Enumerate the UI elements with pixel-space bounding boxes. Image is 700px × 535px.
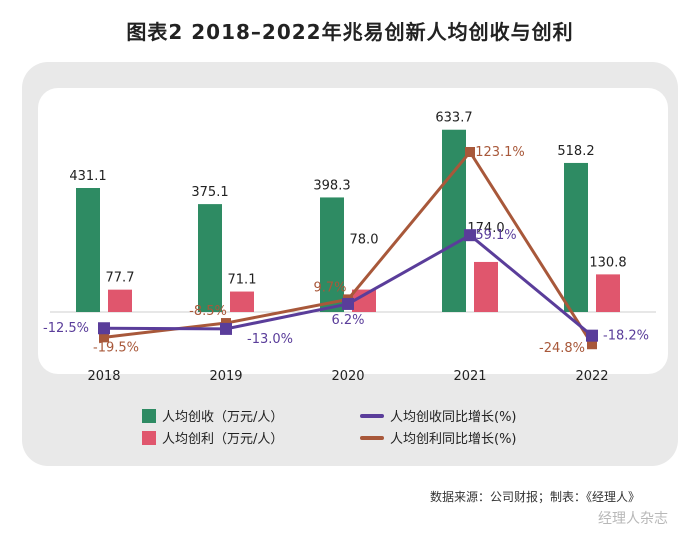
revenue-growth-label: -18.2%: [603, 329, 649, 344]
profit-bar: [230, 291, 254, 312]
revenue-growth-marker: [586, 329, 598, 342]
revenue-growth-label: 6.2%: [331, 313, 364, 328]
legend-revenue-growth-label: 人均创收同比增长(%): [390, 410, 517, 425]
profit-bar: [108, 289, 132, 312]
revenue-value-label: 375.1: [191, 185, 228, 200]
watermark: 经理人杂志: [598, 511, 668, 527]
revenue-bar: [564, 162, 588, 312]
legend-profit-growth-label: 人均创利同比增长(%): [390, 432, 517, 447]
revenue-growth-label: -13.0%: [247, 332, 293, 347]
profit-value-label: 174.0: [467, 221, 504, 236]
chart-panel-inner: [38, 88, 668, 374]
x-tick-label: 2021: [453, 369, 486, 384]
revenue-bar: [198, 204, 222, 312]
profit-growth-label: -19.5%: [93, 340, 139, 355]
profit-growth-marker: [465, 147, 475, 157]
legend-revenue-growth-swatch: [360, 413, 384, 418]
x-tick-label: 2018: [87, 369, 120, 384]
legend-revenue-swatch: [142, 408, 156, 423]
revenue-value-label: 431.1: [69, 169, 106, 184]
profit-value-label: 77.7: [106, 271, 135, 286]
legend-profit-growth-swatch: [360, 435, 384, 440]
profit-growth-label: 9.7%: [313, 280, 346, 295]
revenue-growth-marker: [98, 322, 110, 335]
profit-growth-label: -24.8%: [539, 341, 585, 356]
legend-profit-label: 人均创利（万元/人）: [162, 432, 284, 447]
legend-revenue: 人均创收（万元/人）: [142, 406, 283, 425]
profit-value-label: 78.0: [350, 233, 379, 248]
revenue-value-label: 398.3: [313, 178, 350, 193]
legend-revenue-label: 人均创收（万元/人）: [162, 410, 284, 425]
revenue-bar: [442, 129, 466, 312]
legend-profit: 人均创利（万元/人）: [142, 428, 283, 447]
legend-revenue-growth: 人均创收同比增长(%): [360, 406, 517, 425]
x-tick-label: 2022: [575, 369, 608, 384]
profit-bar: [352, 289, 376, 312]
revenue-growth-marker: [220, 322, 232, 335]
profit-growth-marker: [587, 339, 597, 350]
revenue-value-label: 633.7: [435, 111, 472, 126]
profit-value-label: 71.1: [228, 273, 257, 288]
legend-profit-swatch: [142, 430, 156, 445]
legend-profit-growth: 人均创利同比增长(%): [360, 428, 517, 447]
revenue-value-label: 518.2: [557, 144, 594, 159]
profit-bar: [474, 261, 498, 312]
profit-growth-marker: [99, 332, 109, 343]
revenue-growth-marker: [464, 229, 476, 242]
x-tick-label: 2020: [331, 369, 364, 384]
chart-title: 图表2 2018–2022年兆易创新人均创收与创利: [126, 20, 574, 44]
profit-growth-label: -8.5%: [189, 304, 227, 319]
revenue-bar: [320, 197, 344, 312]
profit-bar: [596, 274, 620, 312]
x-tick-label: 2019: [209, 369, 242, 384]
revenue-growth-label: -12.5%: [43, 321, 89, 336]
profit-growth-label: 123.1%: [475, 145, 525, 160]
source-note: 数据来源：公司财报；制表：《经理人》: [430, 490, 641, 504]
revenue-bar: [76, 188, 100, 312]
profit-value-label: 130.8: [589, 255, 626, 270]
revenue-growth-label: 59.1%: [475, 228, 516, 243]
revenue-growth-marker: [342, 297, 354, 310]
